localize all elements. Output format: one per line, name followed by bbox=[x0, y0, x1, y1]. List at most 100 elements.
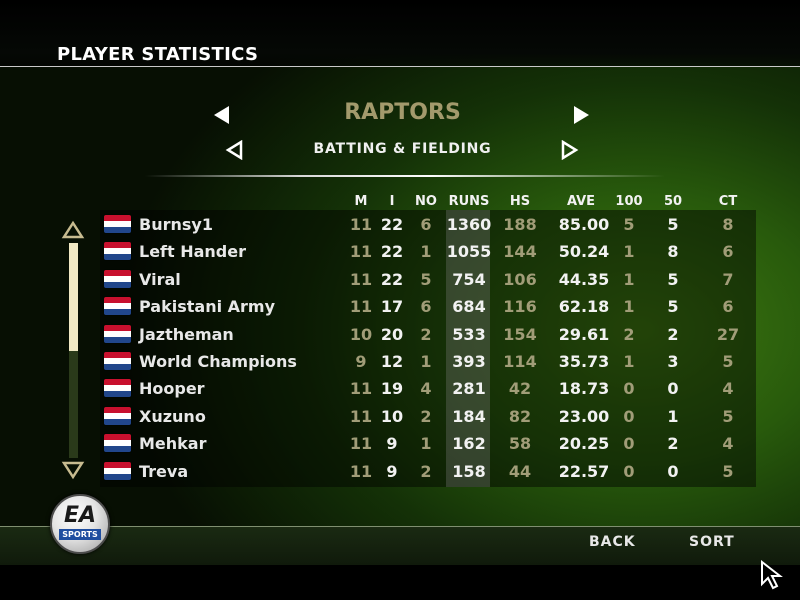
stat-h50: 8 bbox=[667, 242, 679, 262]
stat-i: 22 bbox=[380, 269, 404, 289]
stat-no: 1 bbox=[420, 434, 432, 454]
stat-h50: 5 bbox=[667, 269, 679, 289]
column-header-runs[interactable]: RUNS bbox=[448, 194, 490, 209]
stat-hs: 58 bbox=[508, 434, 532, 454]
stat-ave: 35.73 bbox=[558, 352, 610, 371]
stat-ct: 27 bbox=[716, 324, 740, 344]
player-name: World Champions bbox=[139, 352, 297, 371]
netherlands-flag-icon bbox=[104, 461, 131, 480]
table-row[interactable]: Burnsy1 11 22 6 1360 188 85.00 5 5 8 bbox=[100, 211, 756, 238]
netherlands-flag-icon bbox=[104, 434, 131, 453]
netherlands-flag-icon bbox=[104, 324, 131, 343]
stat-hs: 42 bbox=[508, 379, 532, 399]
netherlands-flag-icon bbox=[104, 352, 131, 370]
runs-column-highlight bbox=[446, 210, 490, 487]
team-name: RAPTORS bbox=[344, 100, 461, 125]
header-divider bbox=[145, 175, 665, 177]
stat-runs: 158 bbox=[452, 461, 486, 481]
stat-h50: 0 bbox=[667, 379, 679, 399]
column-header-m[interactable]: M bbox=[354, 194, 368, 209]
stat-hs: 154 bbox=[503, 324, 537, 344]
stat-ct: 6 bbox=[722, 297, 734, 317]
back-button[interactable]: BACK bbox=[589, 534, 636, 550]
stat-h100: 0 bbox=[623, 406, 635, 426]
stat-h100: 1 bbox=[623, 352, 635, 371]
stat-m: 11 bbox=[349, 461, 373, 481]
stat-runs: 1360 bbox=[446, 215, 492, 234]
player-name: Treva bbox=[139, 461, 189, 481]
stat-runs: 184 bbox=[452, 406, 486, 426]
stat-m: 10 bbox=[349, 324, 373, 344]
stat-i: 22 bbox=[380, 242, 404, 262]
stat-ave: 62.18 bbox=[558, 297, 610, 317]
netherlands-flag-icon bbox=[104, 297, 131, 316]
category-next-button[interactable] bbox=[561, 140, 579, 160]
category-prev-button[interactable] bbox=[225, 140, 243, 160]
stat-ave: 50.24 bbox=[558, 242, 610, 262]
stat-ave: 23.00 bbox=[558, 406, 610, 426]
stat-no: 2 bbox=[420, 461, 432, 481]
stat-h100: 1 bbox=[623, 297, 635, 317]
stat-runs: 754 bbox=[452, 269, 486, 289]
table-row[interactable]: Left Hander 11 22 1 1055 144 50.24 1 8 6 bbox=[100, 238, 756, 265]
stat-h100: 0 bbox=[623, 461, 635, 481]
column-header-ave[interactable]: AVE bbox=[566, 194, 596, 209]
stat-no: 6 bbox=[420, 215, 432, 234]
scrollbar-thumb[interactable] bbox=[69, 243, 78, 351]
stat-ave: 22.57 bbox=[558, 461, 610, 481]
stat-i: 19 bbox=[380, 379, 404, 399]
mouse-pointer-icon bbox=[761, 560, 783, 590]
player-name: Pakistani Army bbox=[139, 297, 276, 317]
column-header-50[interactable]: 50 bbox=[663, 194, 683, 209]
stats-table bbox=[100, 210, 756, 487]
stat-m: 11 bbox=[349, 242, 373, 262]
stat-hs: 114 bbox=[503, 352, 537, 371]
table-row[interactable]: Mehkar 11 9 1 162 58 20.25 0 2 4 bbox=[100, 430, 756, 457]
stat-m: 11 bbox=[349, 297, 373, 317]
team-next-button[interactable] bbox=[574, 106, 589, 124]
player-name: Mehkar bbox=[139, 434, 207, 454]
column-header-i[interactable]: I bbox=[389, 194, 395, 209]
stat-hs: 116 bbox=[503, 297, 537, 317]
stat-i: 9 bbox=[386, 434, 398, 454]
table-row[interactable]: World Champions 9 12 1 393 114 35.73 1 3 5 bbox=[100, 348, 756, 375]
column-header-no[interactable]: NO bbox=[415, 194, 437, 209]
table-row[interactable]: Hooper 11 19 4 281 42 18.73 0 0 4 bbox=[100, 375, 756, 402]
stat-runs: 393 bbox=[452, 352, 486, 371]
sort-button[interactable]: SORT bbox=[689, 534, 735, 550]
stat-h50: 2 bbox=[667, 324, 679, 344]
column-header-hs[interactable]: HS bbox=[509, 194, 531, 209]
table-row[interactable]: Viral 11 22 5 754 106 44.35 1 5 7 bbox=[100, 266, 756, 293]
stat-ct: 8 bbox=[722, 215, 734, 234]
stat-hs: 188 bbox=[503, 215, 537, 234]
table-row[interactable]: Jaztheman 10 20 2 533 154 29.61 2 2 27 bbox=[100, 321, 756, 348]
stat-i: 10 bbox=[380, 406, 404, 426]
stat-h50: 0 bbox=[667, 461, 679, 481]
column-header-ct[interactable]: CT bbox=[718, 194, 738, 209]
stat-i: 22 bbox=[380, 215, 404, 234]
stat-no: 2 bbox=[420, 406, 432, 426]
stat-runs: 281 bbox=[452, 379, 486, 399]
scroll-down-icon[interactable] bbox=[61, 460, 85, 480]
team-prev-button[interactable] bbox=[214, 106, 229, 124]
stat-runs: 684 bbox=[452, 297, 486, 317]
ea-logo-sports: SPORTS bbox=[59, 529, 101, 540]
netherlands-flag-icon bbox=[104, 379, 131, 398]
stat-runs: 162 bbox=[452, 434, 486, 454]
stat-h50: 5 bbox=[667, 297, 679, 317]
stat-h50: 3 bbox=[667, 352, 679, 371]
stat-hs: 106 bbox=[503, 269, 537, 289]
page-title: PLAYER STATISTICS bbox=[57, 44, 259, 65]
ea-sports-logo: EA SPORTS bbox=[50, 494, 110, 554]
player-name: Hooper bbox=[139, 379, 205, 399]
table-row[interactable]: Pakistani Army 11 17 6 684 116 62.18 1 5 6 bbox=[100, 293, 756, 320]
stat-no: 4 bbox=[420, 379, 432, 399]
stat-m: 9 bbox=[355, 352, 367, 371]
table-row[interactable]: Xuzuno 11 10 2 184 82 23.00 0 1 5 bbox=[100, 403, 756, 430]
netherlands-flag-icon bbox=[104, 269, 131, 288]
column-header-100[interactable]: 100 bbox=[615, 194, 643, 209]
stat-category-label: BATTING & FIELDING bbox=[313, 141, 492, 157]
scroll-up-icon[interactable] bbox=[61, 220, 85, 240]
table-row[interactable]: Treva 11 9 2 158 44 22.57 0 0 5 bbox=[100, 458, 756, 485]
player-name: Viral bbox=[139, 269, 181, 289]
